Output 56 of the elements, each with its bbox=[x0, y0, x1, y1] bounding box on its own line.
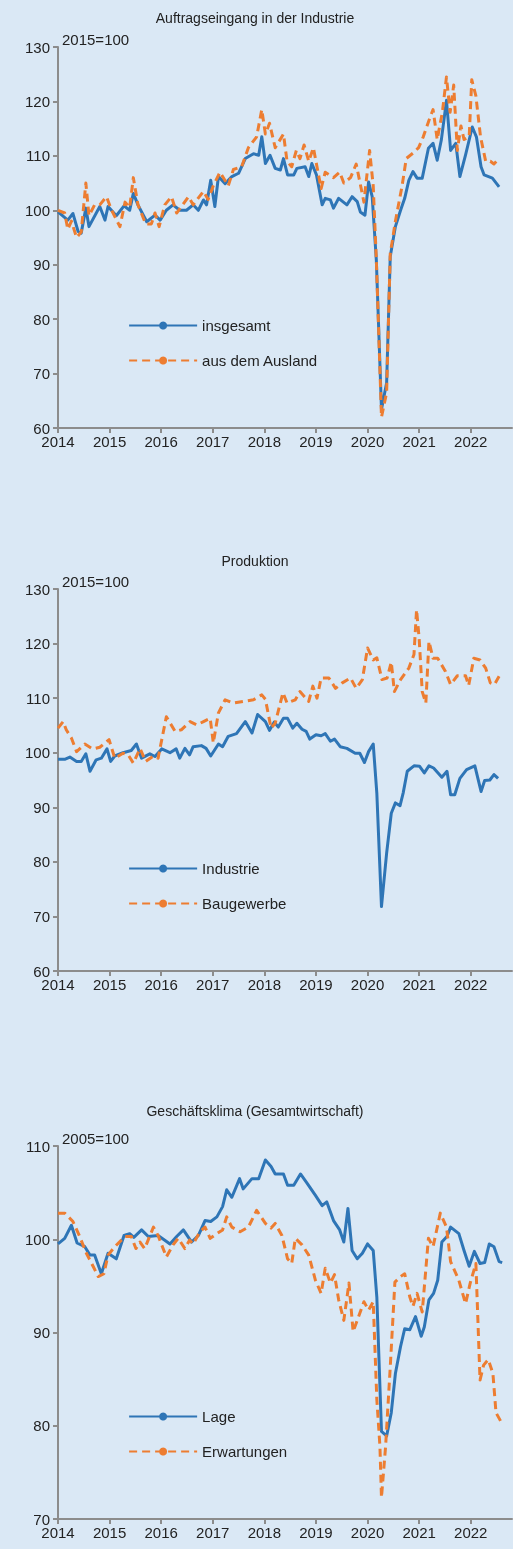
x-tick-label: 2021 bbox=[402, 433, 436, 450]
y-tick-label: 80 bbox=[33, 853, 50, 871]
y-tick-label: 80 bbox=[33, 310, 50, 328]
x-tick-label: 2020 bbox=[350, 1524, 385, 1541]
y-axis-title: 2015=100 bbox=[62, 31, 130, 48]
y-tick-label: 70 bbox=[33, 365, 50, 383]
chart-title: Produktion bbox=[221, 553, 289, 569]
line-series bbox=[56, 1158, 504, 1438]
y-tick-label: 110 bbox=[26, 689, 50, 707]
y-tick-label: 130 bbox=[24, 38, 50, 56]
y-axis-title: 2005=100 bbox=[62, 1130, 130, 1147]
legend-label: Industrie bbox=[202, 860, 260, 877]
x-tick-label: 2022 bbox=[454, 976, 488, 993]
x-tick-label: 2018 bbox=[247, 433, 282, 450]
x-tick-label: 2017 bbox=[196, 433, 230, 450]
x-tick-label: 2016 bbox=[144, 976, 178, 993]
y-tick-label: 70 bbox=[33, 907, 50, 925]
x-tick-label: 2015 bbox=[92, 1524, 127, 1541]
x-tick-label: 2020 bbox=[350, 433, 385, 450]
x-tick-label: 2019 bbox=[299, 1524, 333, 1541]
y-tick-label: 100 bbox=[24, 201, 50, 219]
y-tick-label: 80 bbox=[33, 1417, 50, 1435]
y-axis-title: 2015=100 bbox=[62, 573, 130, 590]
x-tick-label: 2019 bbox=[299, 433, 333, 450]
y-tick-label: 120 bbox=[24, 635, 50, 653]
legend-label: Erwartungen bbox=[202, 1443, 288, 1460]
y-tick-label: 100 bbox=[24, 744, 50, 762]
y-tick-label: 90 bbox=[33, 1324, 50, 1341]
x-tick-label: 2020 bbox=[350, 976, 385, 993]
y-tick-label: 110 bbox=[26, 1137, 50, 1155]
chart-title: Geschäftsklima (Gesamtwirtschaft) bbox=[146, 1103, 364, 1119]
x-tick-label: 2019 bbox=[299, 976, 333, 993]
x-tick-label: 2018 bbox=[247, 976, 282, 993]
legend-label: aus dem Ausland bbox=[202, 352, 318, 369]
y-tick-label: 100 bbox=[24, 1230, 50, 1248]
y-tick-label: 110 bbox=[26, 147, 50, 165]
x-tick-label: 2022 bbox=[454, 1524, 488, 1541]
y-tick-label: 130 bbox=[24, 580, 50, 598]
x-tick-label: 2021 bbox=[402, 976, 436, 993]
x-tick-label: 2015 bbox=[92, 976, 127, 993]
x-tick-label: 2015 bbox=[92, 433, 127, 450]
x-tick-label: 2022 bbox=[454, 433, 488, 450]
legend-label: Lage bbox=[202, 1408, 236, 1425]
x-tick-label: 2018 bbox=[247, 1524, 282, 1541]
x-tick-label: 2017 bbox=[196, 976, 230, 993]
x-tick-label: 2016 bbox=[144, 1524, 178, 1541]
line-series bbox=[56, 608, 501, 765]
y-tick-label: 90 bbox=[33, 256, 50, 274]
x-tick-label: 2017 bbox=[196, 1524, 230, 1541]
x-tick-label: 2016 bbox=[144, 433, 178, 450]
x-tick-label: 2021 bbox=[402, 1524, 436, 1541]
legend-label: Baugewerbe bbox=[202, 895, 287, 912]
chart-title: Auftragseingang in der Industrie bbox=[155, 10, 355, 26]
y-tick-label: 90 bbox=[33, 798, 50, 816]
legend-label: insgesamt bbox=[202, 317, 272, 334]
y-tick-label: 120 bbox=[24, 92, 50, 110]
